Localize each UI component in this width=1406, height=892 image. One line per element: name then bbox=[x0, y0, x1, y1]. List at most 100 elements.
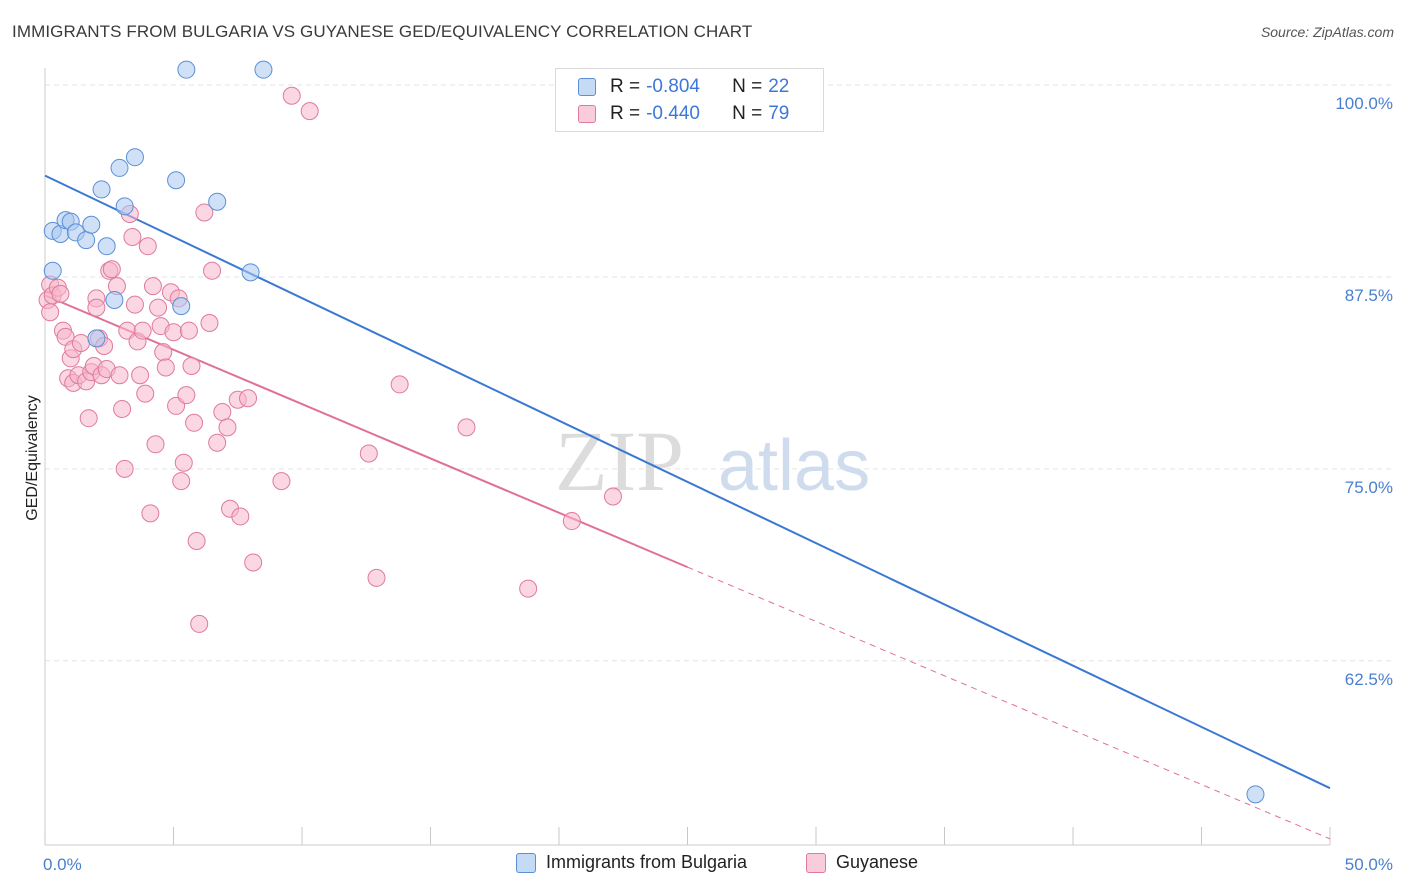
data-point-guyanese bbox=[138, 237, 157, 256]
data-point-bulgaria bbox=[177, 60, 196, 79]
legend-row-bulgaria: R = -0.804 N = 22 bbox=[578, 75, 789, 99]
data-point-bulgaria bbox=[110, 158, 129, 177]
legend-swatch-blue bbox=[516, 852, 536, 873]
data-point-guyanese bbox=[149, 298, 168, 317]
y-tick-label: 62.5% bbox=[1345, 670, 1393, 689]
data-point-bulgaria bbox=[254, 60, 273, 79]
y-tick-labels: 62.5% 75.0% 87.5% 100.0% bbox=[1335, 94, 1393, 689]
data-point-guyanese bbox=[182, 356, 201, 375]
data-point-bulgaria bbox=[97, 237, 116, 256]
data-point-guyanese bbox=[174, 453, 193, 472]
data-point-guyanese bbox=[190, 614, 209, 633]
data-point-guyanese bbox=[457, 418, 476, 437]
data-point-guyanese bbox=[110, 366, 129, 385]
data-point-guyanese bbox=[79, 409, 98, 428]
data-point-guyanese bbox=[231, 507, 250, 526]
x-tick-label: 50.0% bbox=[1345, 855, 1393, 874]
data-point-guyanese bbox=[172, 472, 191, 491]
data-point-bulgaria bbox=[105, 290, 124, 309]
data-point-bulgaria bbox=[125, 148, 144, 167]
trend-line-guyanese-extension bbox=[687, 566, 1331, 840]
y-tick-label: 87.5% bbox=[1345, 286, 1393, 305]
legend-n-label: N = bbox=[732, 76, 763, 97]
data-point-bulgaria bbox=[82, 215, 101, 234]
legend-r-value: -0.804 bbox=[646, 76, 700, 97]
data-point-guyanese bbox=[154, 343, 173, 362]
data-point-guyanese bbox=[218, 418, 237, 437]
gridlines bbox=[45, 84, 1395, 662]
data-point-guyanese bbox=[125, 295, 144, 314]
data-point-guyanese bbox=[156, 358, 175, 377]
legend-n-value: 79 bbox=[768, 103, 790, 124]
data-point-bulgaria bbox=[87, 329, 106, 348]
data-point-guyanese bbox=[146, 435, 165, 454]
data-point-guyanese bbox=[113, 399, 132, 418]
legend-r-label: R = bbox=[610, 103, 641, 124]
data-point-bulgaria bbox=[92, 180, 111, 199]
legend-n-label: N = bbox=[732, 103, 763, 124]
data-point-guyanese bbox=[359, 444, 378, 463]
x-tick-label: 0.0% bbox=[43, 855, 82, 874]
legend-item-bulgaria: Immigrants from Bulgaria bbox=[516, 852, 747, 873]
data-point-guyanese bbox=[187, 532, 206, 551]
data-point-guyanese bbox=[164, 323, 183, 342]
data-point-guyanese bbox=[177, 386, 196, 405]
data-point-bulgaria bbox=[43, 261, 62, 280]
legend-n-value: 22 bbox=[768, 76, 790, 97]
data-point-guyanese bbox=[208, 433, 227, 452]
data-point-bulgaria bbox=[167, 171, 186, 190]
data-point-guyanese bbox=[51, 284, 70, 303]
data-point-guyanese bbox=[390, 375, 409, 394]
data-points bbox=[38, 60, 1265, 804]
data-point-guyanese bbox=[87, 298, 106, 317]
data-point-guyanese bbox=[123, 228, 142, 247]
data-point-bulgaria bbox=[1246, 785, 1265, 804]
data-point-guyanese bbox=[102, 260, 121, 279]
legend-label-guyanese: Guyanese bbox=[836, 852, 919, 872]
data-point-guyanese bbox=[136, 384, 155, 403]
data-point-guyanese bbox=[179, 321, 198, 340]
data-point-guyanese bbox=[71, 333, 90, 352]
data-point-guyanese bbox=[367, 568, 386, 587]
data-point-guyanese bbox=[143, 277, 162, 296]
data-point-guyanese bbox=[203, 261, 222, 280]
legend-item-guyanese: Guyanese bbox=[806, 852, 918, 873]
source-label: Source: ZipAtlas.com bbox=[1260, 24, 1394, 40]
legend-swatch-blue bbox=[578, 78, 596, 96]
data-point-guyanese bbox=[133, 321, 152, 340]
data-point-guyanese bbox=[300, 102, 319, 121]
y-axis-label: GED/Equivalency bbox=[24, 395, 41, 520]
watermark-atlas: atlas bbox=[718, 426, 870, 506]
axes bbox=[44, 68, 1331, 846]
data-point-bulgaria bbox=[172, 297, 191, 316]
data-point-bulgaria bbox=[115, 197, 134, 216]
data-point-guyanese bbox=[213, 403, 232, 422]
data-point-guyanese bbox=[195, 203, 214, 222]
data-point-guyanese bbox=[272, 472, 291, 491]
trend-line-bulgaria bbox=[44, 174, 1331, 790]
data-point-guyanese bbox=[41, 303, 60, 322]
data-point-guyanese bbox=[282, 86, 301, 105]
data-point-guyanese bbox=[239, 389, 258, 408]
data-point-guyanese bbox=[200, 314, 219, 332]
data-point-guyanese bbox=[185, 413, 204, 432]
data-point-bulgaria bbox=[208, 192, 227, 211]
data-point-guyanese bbox=[244, 553, 263, 572]
data-point-guyanese bbox=[115, 459, 134, 478]
y-tick-label: 75.0% bbox=[1345, 478, 1393, 497]
legend-r-value: -0.440 bbox=[646, 103, 700, 124]
legend-swatch-pink bbox=[806, 852, 826, 873]
legend-row-guyanese: R = -0.440 N = 79 bbox=[578, 102, 789, 126]
data-point-guyanese bbox=[141, 504, 160, 523]
stats-legend: R = -0.804 N = 22 R = -0.440 N = 79 bbox=[555, 68, 824, 132]
chart-title: IMMIGRANTS FROM BULGARIA VS GUYANESE GED… bbox=[12, 22, 753, 41]
data-point-guyanese bbox=[562, 512, 581, 531]
legend-r-label: R = bbox=[610, 76, 641, 97]
legend-label-bulgaria: Immigrants from Bulgaria bbox=[546, 852, 748, 872]
y-tick-label: 100.0% bbox=[1335, 94, 1393, 113]
data-point-guyanese bbox=[603, 487, 622, 506]
data-point-bulgaria bbox=[77, 231, 96, 250]
data-point-guyanese bbox=[131, 366, 150, 385]
legend-swatch-pink bbox=[578, 105, 596, 123]
